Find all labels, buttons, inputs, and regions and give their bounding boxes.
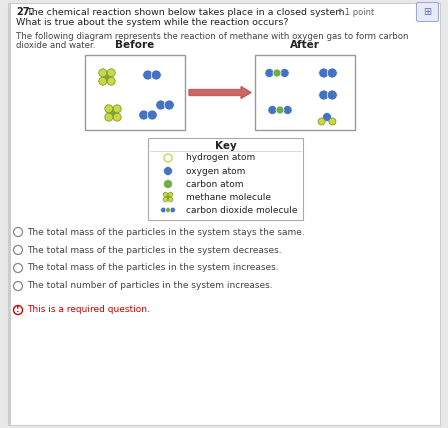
- Text: Key: Key: [215, 141, 237, 151]
- Circle shape: [156, 100, 166, 110]
- Circle shape: [283, 105, 292, 115]
- Circle shape: [13, 282, 22, 291]
- Circle shape: [164, 166, 172, 175]
- Text: The chemical reaction shown below takes place in a closed system.: The chemical reaction shown below takes …: [26, 8, 348, 17]
- Circle shape: [164, 100, 174, 110]
- Text: oxygen atom: oxygen atom: [186, 166, 246, 175]
- Circle shape: [319, 90, 329, 100]
- Circle shape: [319, 68, 329, 78]
- Circle shape: [99, 69, 107, 77]
- Circle shape: [280, 68, 289, 77]
- Circle shape: [113, 113, 121, 121]
- Bar: [8, 3, 11, 425]
- Text: Before: Before: [116, 40, 155, 50]
- Circle shape: [105, 113, 113, 121]
- Circle shape: [273, 69, 281, 77]
- Circle shape: [13, 306, 22, 315]
- Circle shape: [329, 118, 336, 125]
- Circle shape: [170, 207, 175, 213]
- Circle shape: [13, 228, 22, 237]
- Circle shape: [113, 105, 121, 113]
- Circle shape: [164, 154, 172, 162]
- Text: hydrogen atom: hydrogen atom: [186, 154, 255, 163]
- Text: What is true about the system while the reaction occurs?: What is true about the system while the …: [16, 18, 289, 27]
- Circle shape: [318, 118, 325, 125]
- Text: The total mass of the particles in the system stays the same.: The total mass of the particles in the s…: [27, 228, 305, 237]
- Circle shape: [327, 68, 337, 78]
- Circle shape: [165, 194, 171, 200]
- Circle shape: [13, 246, 22, 255]
- Circle shape: [139, 110, 149, 120]
- Text: The total mass of the particles in the system decreases.: The total mass of the particles in the s…: [27, 246, 282, 255]
- Text: dioxide and water.: dioxide and water.: [16, 41, 95, 50]
- Circle shape: [168, 197, 173, 202]
- Circle shape: [107, 69, 115, 77]
- Circle shape: [163, 192, 168, 197]
- Circle shape: [166, 208, 170, 212]
- Text: ⊞: ⊞: [423, 7, 431, 17]
- Text: * 1 point: * 1 point: [338, 8, 374, 17]
- Circle shape: [107, 77, 115, 85]
- Circle shape: [163, 197, 168, 202]
- Text: !: !: [16, 306, 20, 315]
- Circle shape: [164, 179, 172, 188]
- Circle shape: [102, 72, 112, 82]
- Bar: [255, 55, 355, 130]
- Circle shape: [265, 68, 274, 77]
- FancyArrow shape: [189, 86, 251, 98]
- Circle shape: [151, 70, 161, 80]
- Bar: [85, 55, 185, 130]
- Text: The total number of particles in the system increases.: The total number of particles in the sys…: [27, 282, 273, 291]
- Circle shape: [323, 113, 332, 122]
- Circle shape: [108, 108, 118, 118]
- Circle shape: [105, 105, 113, 113]
- Circle shape: [99, 77, 107, 85]
- Circle shape: [276, 106, 284, 114]
- Text: This is a required question.: This is a required question.: [27, 306, 150, 315]
- Text: 27.: 27.: [16, 7, 33, 17]
- Circle shape: [327, 90, 337, 100]
- Bar: [148, 138, 303, 220]
- Text: The following diagram represents the reaction of methane with oxygen gas to form: The following diagram represents the rea…: [16, 32, 409, 41]
- Circle shape: [161, 207, 166, 213]
- Circle shape: [143, 70, 153, 80]
- Circle shape: [168, 192, 173, 197]
- Text: After: After: [290, 40, 320, 50]
- Circle shape: [268, 105, 277, 115]
- Text: methane molecule: methane molecule: [186, 193, 271, 202]
- Text: The total mass of the particles in the system increases.: The total mass of the particles in the s…: [27, 264, 279, 273]
- Circle shape: [147, 110, 157, 120]
- Text: carbon atom: carbon atom: [186, 179, 244, 188]
- Circle shape: [13, 264, 22, 273]
- Text: carbon dioxide molecule: carbon dioxide molecule: [186, 205, 297, 214]
- FancyBboxPatch shape: [417, 3, 439, 21]
